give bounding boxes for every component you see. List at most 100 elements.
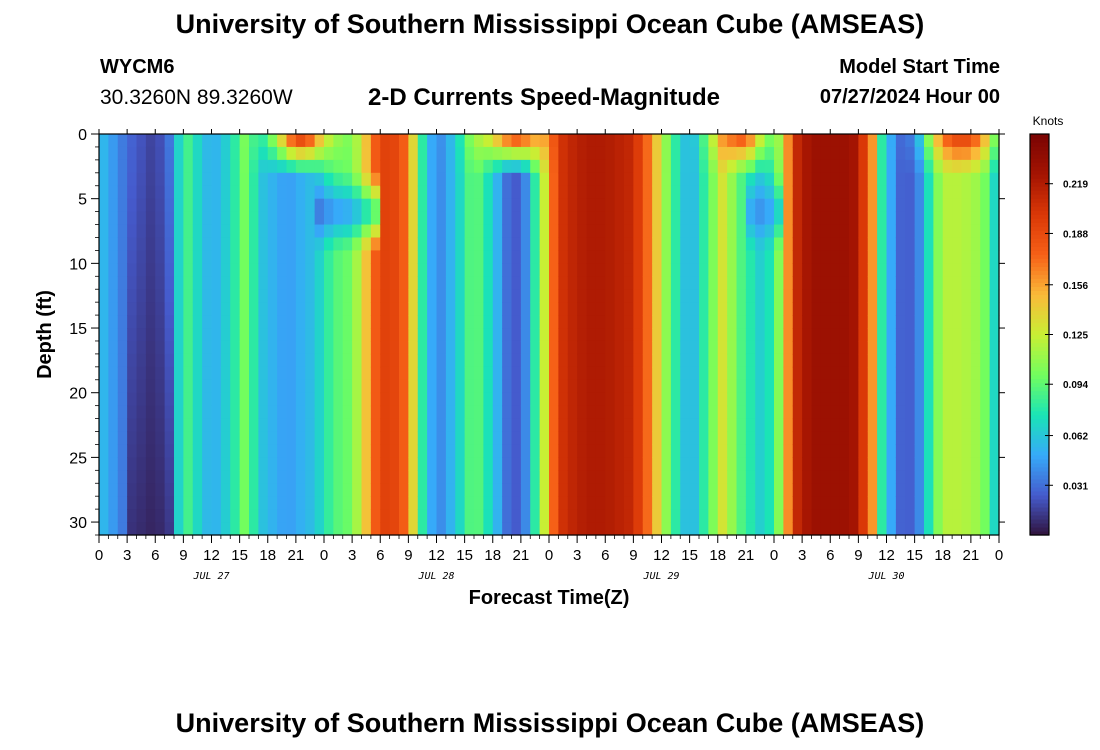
heatmap-cell: [586, 159, 597, 174]
heatmap-cell: [295, 302, 306, 316]
heatmap-cell: [577, 146, 588, 161]
heatmap-cell: [820, 250, 831, 264]
heatmap-cell: [783, 483, 794, 497]
heatmap-cell: [595, 237, 606, 252]
heatmap-cell: [830, 237, 841, 252]
heatmap-cell: [802, 470, 813, 484]
heatmap-cell: [258, 302, 269, 316]
heatmap-cell: [155, 366, 166, 381]
heatmap-cell: [445, 289, 456, 303]
heatmap-cell: [155, 470, 166, 484]
heatmap-cell: [230, 431, 241, 446]
heatmap-cell: [933, 496, 944, 510]
colorbar-segment: [1030, 314, 1049, 320]
heatmap-cell: [717, 302, 728, 316]
heatmap-cell: [914, 353, 925, 368]
heatmap-cell: [830, 224, 841, 239]
heatmap-cell: [661, 379, 672, 394]
heatmap-cell: [136, 302, 147, 316]
colorbar-segment: [1030, 354, 1049, 360]
heatmap-cell: [230, 470, 241, 484]
heatmap-cell: [802, 211, 813, 226]
heatmap-cell: [520, 353, 531, 368]
heatmap-cell: [933, 224, 944, 239]
heatmap-cell: [389, 457, 400, 471]
heatmap-cell: [811, 172, 822, 187]
heatmap-cell: [586, 328, 597, 342]
heatmap-cell: [267, 224, 278, 239]
heatmap-cell: [483, 496, 494, 510]
heatmap-cell: [961, 315, 972, 329]
heatmap-cell: [858, 496, 869, 510]
heatmap-cell: [361, 457, 372, 471]
heatmap-cell: [661, 496, 672, 510]
heatmap-cell: [661, 224, 672, 239]
heatmap-cell: [727, 211, 738, 226]
heatmap-cell: [324, 444, 334, 458]
heatmap-cell: [99, 470, 109, 484]
heatmap-cell: [942, 418, 953, 433]
heatmap-cell: [839, 392, 850, 407]
heatmap-cell: [970, 366, 981, 381]
heatmap-cell: [549, 366, 559, 381]
heatmap-cell: [595, 302, 606, 316]
heatmap-cell: [614, 496, 625, 510]
heatmap-cell: [267, 289, 278, 303]
heatmap-cell: [699, 444, 709, 458]
heatmap-cell: [136, 392, 147, 407]
heatmap-cell: [989, 496, 1000, 510]
heatmap-cell: [530, 237, 541, 252]
heatmap-cell: [830, 522, 841, 536]
heatmap-cell: [155, 276, 166, 290]
heatmap-cell: [258, 211, 269, 226]
heatmap-cell: [474, 496, 484, 510]
heatmap-cell: [520, 366, 531, 381]
heatmap-cell: [342, 470, 353, 484]
heatmap-cell: [680, 198, 691, 213]
heatmap-cell: [736, 522, 747, 536]
heatmap-cell: [586, 405, 597, 420]
heatmap-cell: [108, 263, 119, 277]
heatmap-cell: [886, 496, 897, 510]
heatmap-cell: [624, 185, 634, 200]
heatmap-cell: [642, 237, 653, 252]
colorbar-gradient: [1030, 134, 1049, 536]
heatmap-cell: [820, 457, 831, 471]
heatmap-cell: [577, 250, 588, 264]
heatmap-cell: [249, 328, 259, 342]
heatmap-cell: [895, 289, 906, 303]
heatmap-cell: [427, 379, 438, 394]
heatmap-cell: [502, 457, 513, 471]
heatmap-cell: [445, 522, 456, 536]
y-tick-label: 0: [78, 127, 87, 144]
heatmap-cell: [417, 328, 428, 342]
heatmap-cell: [549, 328, 559, 342]
heatmap-cell: [774, 302, 784, 316]
heatmap-cell: [633, 198, 644, 213]
heatmap-cell: [736, 353, 747, 368]
heatmap-cell: [108, 353, 119, 368]
heatmap-cell: [774, 418, 784, 433]
heatmap-cell: [717, 418, 728, 433]
heatmap-cell: [99, 509, 109, 523]
heatmap-cell: [502, 198, 513, 213]
heatmap-cell: [136, 444, 147, 458]
heatmap-cell: [670, 509, 681, 523]
heatmap-cell: [436, 366, 447, 381]
heatmap-cell: [952, 509, 963, 523]
heatmap-cell: [305, 457, 316, 471]
heatmap-cell: [820, 237, 831, 252]
heatmap-cell: [774, 237, 784, 252]
heatmap-cell: [202, 185, 213, 200]
heatmap-cell: [802, 224, 813, 239]
heatmap-cell: [633, 172, 644, 187]
heatmap-cell: [342, 496, 353, 510]
heatmap-cell: [595, 289, 606, 303]
heatmap-cell: [220, 198, 231, 213]
heatmap-cell: [558, 328, 569, 342]
heatmap-cell: [624, 263, 634, 277]
heatmap-cell: [549, 353, 559, 368]
heatmap-cell: [783, 379, 794, 394]
heatmap-cell: [445, 146, 456, 161]
heatmap-cell: [249, 134, 259, 148]
